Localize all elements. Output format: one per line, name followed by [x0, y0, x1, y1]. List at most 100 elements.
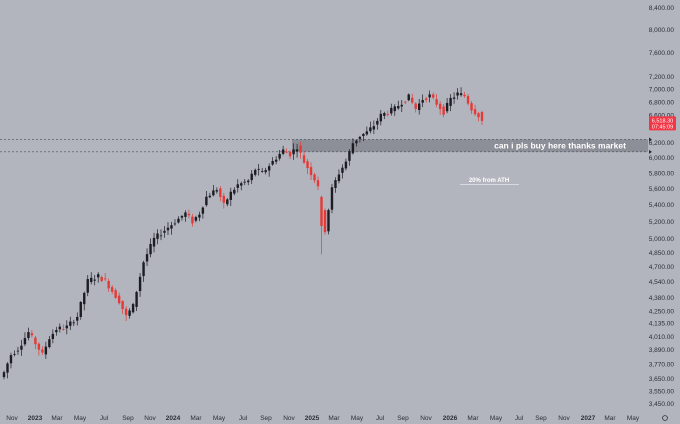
candle-body	[83, 292, 86, 305]
candle-body	[58, 326, 62, 330]
candle-body	[267, 166, 271, 171]
candle-body	[407, 94, 410, 101]
candle-body	[348, 151, 351, 161]
x-tick-label: Mar	[604, 415, 616, 422]
x-tick-label: Jul	[239, 415, 248, 422]
x-tick-label: May	[351, 415, 364, 422]
y-tick-label: 6,200.00	[649, 140, 675, 147]
candle-body	[369, 127, 372, 132]
y-tick-label: 5,600.00	[649, 186, 675, 193]
candle-body	[383, 113, 386, 116]
x-tick-label: Jul	[376, 415, 385, 422]
x-tick-label: Sep	[535, 415, 547, 422]
candle-body	[351, 143, 355, 154]
candle-body	[438, 103, 442, 110]
candle-body	[135, 291, 138, 307]
y-tick-label: 4,135.00	[649, 320, 675, 327]
y-tick-label: 4,010.00	[649, 334, 675, 341]
candle-body	[240, 183, 243, 186]
x-tick-label: 2024	[166, 415, 181, 422]
candle-body	[379, 113, 383, 122]
candle-body	[355, 140, 358, 144]
candle-body	[386, 114, 389, 115]
candle-body	[124, 308, 128, 316]
current-price-label: 6,518.30	[652, 118, 673, 124]
candle-body	[41, 349, 44, 353]
candle-body	[466, 96, 470, 104]
candle-body	[30, 333, 34, 336]
candle-body	[330, 187, 334, 210]
y-tick-label: 4,250.00	[649, 308, 675, 315]
candle-body	[400, 104, 403, 107]
gear-icon[interactable]	[662, 415, 668, 421]
candle-body	[247, 180, 250, 183]
candle-body	[411, 97, 414, 103]
x-tick-label: May	[74, 415, 87, 422]
candle-body	[86, 279, 89, 293]
x-tick-label: May	[627, 415, 640, 422]
candle-body	[226, 199, 229, 205]
y-tick-label: 5,400.00	[649, 202, 675, 209]
y-tick-label: 6,800.00	[649, 99, 675, 106]
candle-body	[142, 262, 145, 277]
candle-body	[302, 155, 306, 163]
candle-body	[163, 230, 166, 233]
candle-body	[205, 196, 208, 206]
candle-body	[145, 254, 149, 262]
candle-body	[320, 196, 323, 226]
x-tick-label: 2023	[28, 415, 43, 422]
candle-body	[48, 339, 51, 348]
x-tick-label: Nov	[6, 415, 18, 422]
candle-body	[191, 216, 194, 224]
candle-body	[194, 217, 198, 221]
candle-body	[414, 103, 417, 109]
candle-body	[236, 184, 239, 188]
candle-body	[187, 213, 191, 216]
candle-body	[452, 97, 456, 99]
x-tick-label: Nov	[558, 415, 570, 422]
candle-body	[65, 325, 69, 329]
candle-body	[9, 355, 13, 364]
x-tick-label: May	[213, 415, 226, 422]
candle-body	[2, 372, 6, 378]
x-tick-label: Mar	[328, 415, 340, 422]
ath-annotation: 20% from ATH	[469, 178, 509, 184]
candle-body	[131, 304, 135, 313]
x-tick-label: Jul	[100, 415, 109, 422]
candle-body	[428, 94, 431, 98]
candle-body	[138, 276, 142, 292]
candle-body	[128, 310, 131, 316]
candle-body	[44, 346, 48, 355]
candle-body	[110, 287, 114, 292]
candle-body	[117, 295, 121, 304]
candle-body	[16, 350, 20, 352]
candle-body	[79, 301, 82, 318]
candle-body	[93, 279, 96, 281]
x-tick-label: Mar	[467, 415, 479, 422]
candle-body	[404, 101, 407, 103]
candle-body	[170, 225, 173, 229]
candle-body	[358, 136, 362, 139]
candle-body	[271, 160, 274, 165]
candle-body	[393, 106, 396, 112]
candle-body	[243, 181, 246, 183]
y-tick-label: 3,550.00	[649, 388, 675, 395]
candle-body	[107, 281, 110, 289]
candle-body	[215, 190, 219, 192]
y-tick-label: 4,540.00	[649, 279, 675, 286]
candle-body	[198, 214, 201, 218]
x-tick-label: Mar	[51, 415, 63, 422]
candle-body	[376, 120, 379, 125]
zone-annotation: can i pls buy here thanks market	[494, 141, 626, 151]
candle-body	[295, 149, 299, 152]
candle-body	[37, 343, 41, 350]
y-tick-label: 4,850.00	[649, 250, 675, 257]
candle-body	[299, 145, 302, 153]
x-tick-label: Mar	[190, 415, 202, 422]
candle-body	[365, 131, 369, 135]
candle-body	[473, 109, 477, 115]
candle-body	[159, 235, 163, 237]
candle-body	[27, 332, 30, 338]
